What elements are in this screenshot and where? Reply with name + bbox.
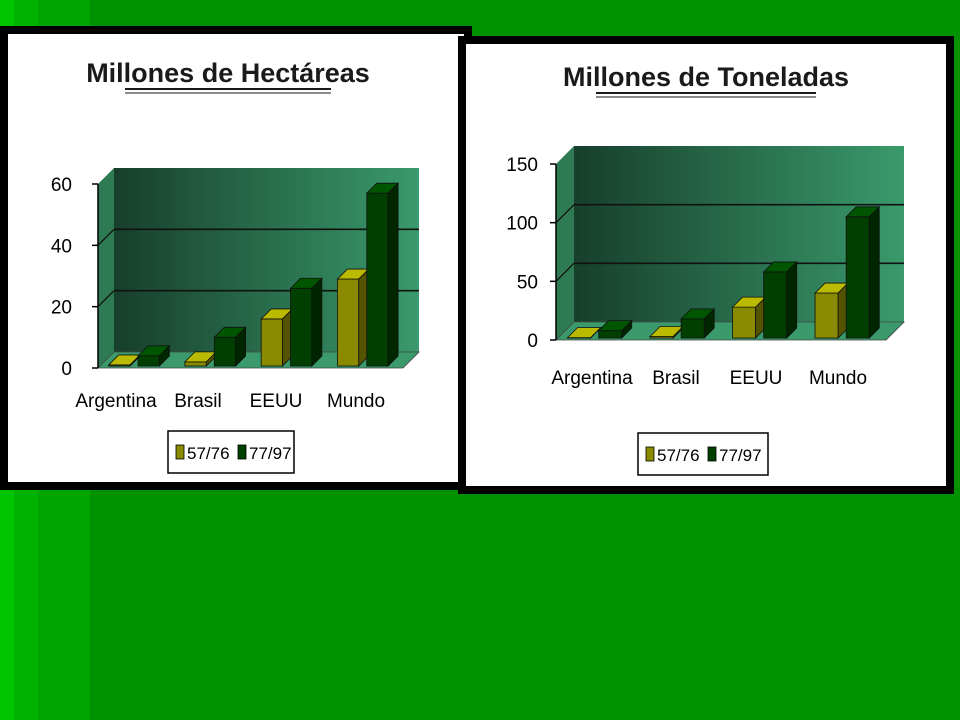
chart-title: Millones de Toneladas: [563, 62, 849, 92]
legend-label: 77/97: [249, 444, 292, 463]
bar: [184, 361, 207, 367]
category-label: Brasil: [652, 368, 700, 389]
bar: [337, 278, 360, 367]
legend-box: [167, 430, 295, 474]
legend-swatch: [175, 444, 185, 460]
side-wall: [556, 146, 574, 340]
legend-box: [637, 432, 769, 476]
gridline: [97, 290, 115, 308]
bar-side: [158, 344, 170, 367]
bar: [814, 292, 839, 339]
bar: [213, 336, 237, 367]
y-tick-label: 40: [51, 236, 72, 257]
y-tick-label: 150: [506, 155, 538, 176]
category-label: Mundo: [327, 391, 385, 412]
bar: [598, 330, 623, 339]
y-tick-label: 0: [527, 331, 538, 352]
chart-panel-hectareas: Millones de Hectáreas 0 20 40 60 Argentina Bra…: [0, 26, 472, 490]
gridline: [97, 228, 115, 246]
bar: [366, 192, 389, 367]
legend-label: 77/97: [719, 446, 762, 465]
bar: [137, 355, 160, 367]
bar-side: [311, 277, 323, 367]
chart-title: Millones de Hectáreas: [86, 58, 370, 88]
bar-side: [387, 182, 399, 367]
gridline: [555, 204, 575, 224]
legend-label: 57/76: [657, 446, 700, 465]
bar: [845, 216, 870, 339]
bar-side: [703, 307, 715, 339]
side-wall: [98, 168, 114, 368]
category-label: Argentina: [75, 391, 157, 412]
chart-panel-toneladas: Millones de Toneladas 0 50 100 150 Argentina B…: [458, 36, 954, 494]
bar: [290, 287, 313, 367]
category-label: Brasil: [174, 391, 222, 412]
y-tick-label: 20: [51, 298, 72, 319]
y-tick-label: 60: [51, 175, 72, 196]
y-tick-label: 0: [61, 359, 72, 380]
bar-side: [786, 260, 798, 339]
category-label: Argentina: [551, 368, 633, 389]
y-tick-label: 100: [506, 214, 538, 235]
legend-swatch: [707, 446, 717, 462]
category-label: EEUU: [250, 391, 303, 412]
category-label: Mundo: [809, 368, 867, 389]
chart-hectareas: Millones de Hectáreas 0 20 40 60 Argentina Bra…: [51, 58, 420, 474]
bar-side: [235, 326, 247, 367]
gridline: [555, 262, 575, 282]
legend-swatch: [237, 444, 247, 460]
y-tick-label: 50: [517, 272, 538, 293]
bar-side: [621, 319, 633, 339]
bar-side: [868, 205, 880, 339]
bar: [260, 318, 283, 367]
chart-frame: Millones de Hectáreas 0 20 40 60 Argentina Bra…: [8, 34, 464, 482]
legend-swatch: [645, 446, 655, 462]
category-label: EEUU: [730, 368, 783, 389]
bar: [732, 306, 757, 339]
chart-frame: Millones de Toneladas 0 50 100 150 Argentina B…: [466, 44, 946, 486]
bar-side: [590, 326, 602, 339]
legend: 57/76 77/97: [637, 432, 769, 476]
legend: 57/76 77/97: [167, 430, 295, 474]
bar: [680, 318, 705, 339]
bar: [763, 271, 788, 339]
chart-toneladas: Millones de Toneladas 0 50 100 150 Argentina B…: [506, 62, 905, 476]
legend-label: 57/76: [187, 444, 230, 463]
